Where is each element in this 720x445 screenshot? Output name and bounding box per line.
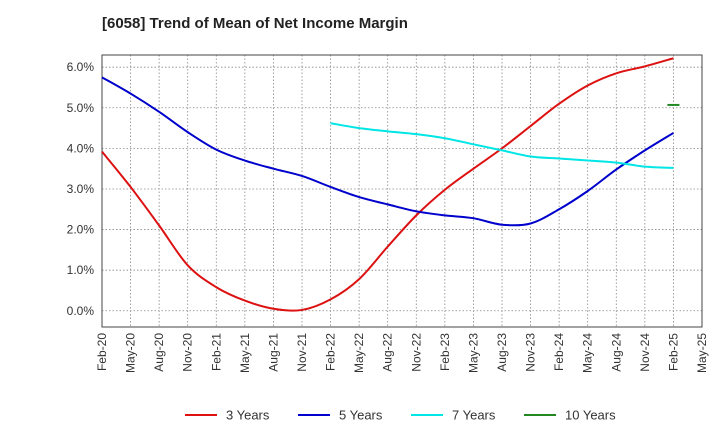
y-tick-label: 5.0% <box>67 101 95 115</box>
x-tick-label: May-25 <box>695 333 709 373</box>
x-tick-label: Feb-21 <box>209 333 223 371</box>
x-tick-label: Nov-24 <box>638 333 652 372</box>
x-tick-label: Nov-21 <box>295 333 309 372</box>
x-tick-label: May-24 <box>581 333 595 373</box>
legend-label: 5 Years <box>339 408 383 423</box>
y-tick-label: 0.0% <box>67 304 95 318</box>
y-tick-label: 3.0% <box>67 182 95 196</box>
y-tick-label: 2.0% <box>67 223 95 237</box>
x-tick-label: May-22 <box>352 333 366 373</box>
x-tick-label: Feb-23 <box>438 333 452 371</box>
x-tick-label: May-20 <box>124 333 138 373</box>
x-tick-label: Aug-21 <box>266 333 280 372</box>
x-tick-label: Feb-24 <box>552 333 566 371</box>
x-tick-label: Aug-23 <box>495 333 509 372</box>
plot-frame <box>101 54 703 328</box>
x-tick-label: Feb-20 <box>95 333 109 371</box>
legend-label: 10 Years <box>565 408 616 423</box>
legend-label: 3 Years <box>226 408 270 423</box>
x-tick-label: Aug-20 <box>152 333 166 372</box>
x-tick-label: Feb-25 <box>666 333 680 371</box>
series-line-3-years <box>101 57 674 312</box>
series-line-7-years <box>330 122 674 169</box>
x-tick-label: Aug-22 <box>381 333 395 372</box>
x-tick-label: Aug-24 <box>609 333 623 372</box>
y-tick-label: 1.0% <box>67 263 95 277</box>
y-tick-label: 4.0% <box>67 141 95 155</box>
x-tick-label: May-23 <box>466 333 480 373</box>
x-tick-label: Nov-23 <box>524 333 538 372</box>
x-tick-label: Feb-22 <box>324 333 338 371</box>
chart-title: [6058] Trend of Mean of Net Income Margi… <box>102 15 408 32</box>
x-tick-label: May-21 <box>238 333 252 373</box>
legend-label: 7 Years <box>452 408 496 423</box>
x-tick-label: Nov-22 <box>409 333 423 372</box>
series-line-5-years <box>101 76 674 227</box>
y-tick-label: 6.0% <box>67 60 95 74</box>
x-tick-label: Nov-20 <box>181 333 195 372</box>
